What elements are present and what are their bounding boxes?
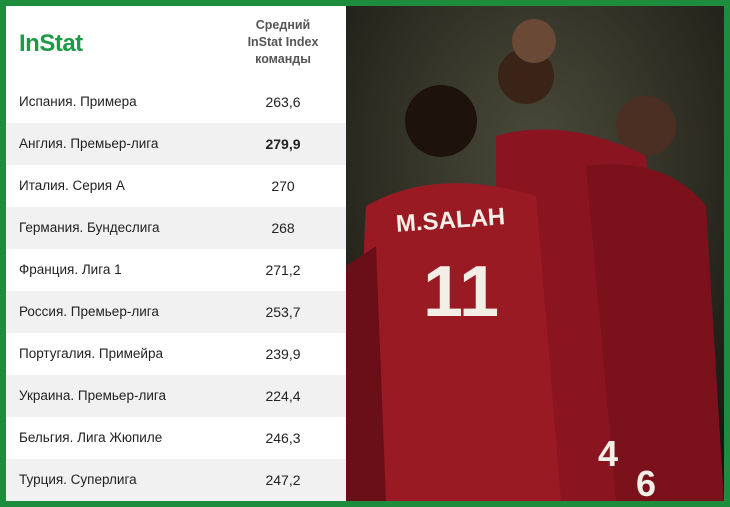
jersey-number: 11 <box>423 252 499 332</box>
index-value: 263,6 <box>265 94 301 110</box>
index-value: 246,3 <box>265 430 301 446</box>
league-name: Англия. Премьер-лига <box>19 136 159 151</box>
jersey-number: 6 <box>636 463 656 501</box>
league-name: Италия. Серия А <box>19 178 125 193</box>
table-row: Германия. Бундеслига 268 <box>6 207 346 249</box>
league-name: Украина. Премьер-лига <box>19 388 166 403</box>
index-value: 247,2 <box>265 472 301 488</box>
column-title-line: команды <box>255 52 311 66</box>
table-row: Англия. Премьер-лига 279,9 <box>6 123 346 165</box>
table-row: Испания. Примера 263,6 <box>6 81 346 123</box>
column-title-line: Средний <box>255 18 311 32</box>
table-row: Португалия. Примейра 239,9 <box>6 333 346 375</box>
index-value: 239,9 <box>265 346 301 362</box>
index-value: 224,4 <box>265 388 301 404</box>
index-value: 270 <box>271 178 295 194</box>
league-name: Испания. Примера <box>19 94 137 109</box>
jersey-number: 4 <box>598 433 618 474</box>
league-name: Бельгия. Лига Жюпиле <box>19 430 163 445</box>
column-title-line: InStat Index <box>247 35 319 49</box>
league-name: Германия. Бундеслига <box>19 220 160 235</box>
index-value: 253,7 <box>265 304 301 320</box>
league-name: Турция. Суперлига <box>19 472 137 487</box>
table-row: Бельгия. Лига Жюпиле 246,3 <box>6 417 346 459</box>
index-value: 268 <box>271 220 295 236</box>
column-title: Средний InStat Index команды <box>226 17 340 68</box>
table: InStat Средний InStat Index команды Испани… <box>6 6 346 501</box>
index-value: 271,2 <box>265 262 301 278</box>
table-row: Франция. Лига 1 271,2 <box>6 249 346 291</box>
table-row: Россия. Премьер-лига 253,7 <box>6 291 346 333</box>
table-row: Италия. Серия А 270 <box>6 165 346 207</box>
logo: InStat <box>19 30 83 57</box>
index-value: 279,9 <box>265 136 301 152</box>
league-name: Португалия. Примейра <box>19 346 163 361</box>
league-name: Франция. Лига 1 <box>19 262 122 277</box>
table-row: Украина. Премьер-лига 224,4 <box>6 375 346 417</box>
table-row: Турция. Суперлига 247,2 <box>6 459 346 501</box>
league-name: Россия. Премьер-лига <box>19 304 159 319</box>
